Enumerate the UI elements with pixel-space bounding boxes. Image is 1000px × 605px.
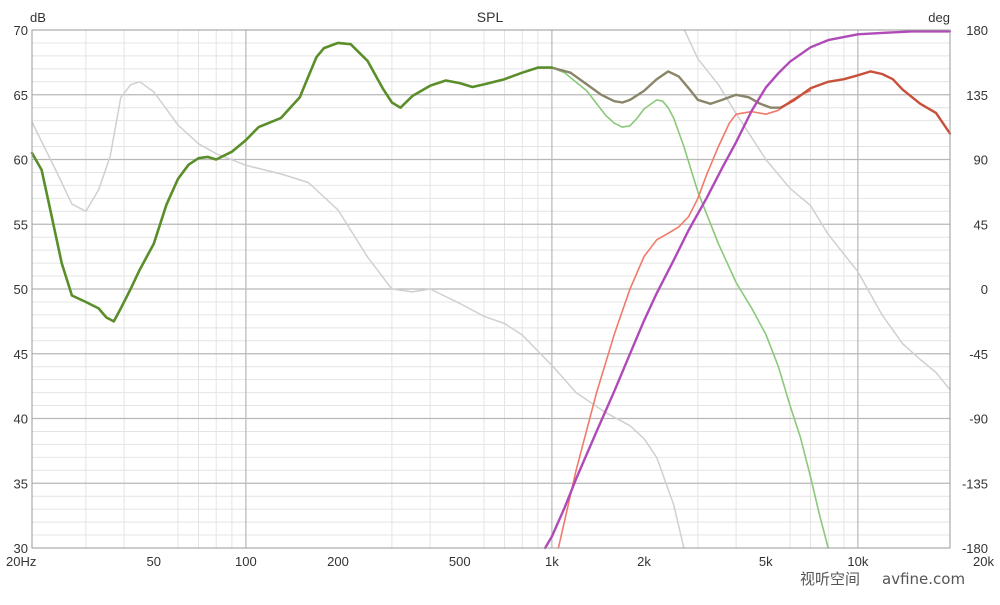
left-axis-unit: dB — [30, 10, 46, 25]
x-tick-label: 500 — [449, 554, 471, 569]
y2-tick-label: 135 — [966, 88, 988, 103]
major-gridlines — [32, 30, 950, 548]
y-tick-label: 35 — [14, 476, 28, 491]
y2-tick-label: -180 — [962, 541, 988, 556]
y-tick-label: 50 — [14, 282, 28, 297]
tick-labels: 70 65 60 55 50 45 40 35 30 180 135 90 45 0 -45 -90 -135 -… — [6, 23, 994, 569]
right-axis-unit: deg — [928, 10, 950, 25]
series-layer — [30, 29, 952, 550]
watermark: 视听空间 avfine.com — [800, 570, 965, 588]
x-tick-label: 200 — [327, 554, 349, 569]
y-tick-label: 40 — [14, 412, 28, 427]
y2-tick-label: -45 — [969, 347, 988, 362]
watermark-site: avfine.com — [882, 570, 965, 588]
x-tick-label: 100 — [235, 554, 257, 569]
y-tick-label: 45 — [14, 347, 28, 362]
x-tick-label: 2k — [637, 554, 651, 569]
y2-tick-label: -135 — [962, 476, 988, 491]
x-tick-label: 20Hz — [6, 554, 36, 569]
y-tick-label: 30 — [14, 541, 28, 556]
y-tick-label: 60 — [14, 153, 28, 168]
y2-tick-label: 90 — [974, 153, 988, 168]
watermark-cn: 视听空间 — [800, 570, 860, 588]
series-line-1-part-1 — [31, 81, 685, 549]
plot-frame — [31, 29, 951, 549]
y-tick-label: 65 — [14, 88, 28, 103]
y2-tick-label: 180 — [966, 23, 988, 38]
y2-tick-label: 0 — [981, 282, 988, 297]
chart-title: SPL — [477, 9, 504, 25]
series-line-2 — [551, 66, 830, 549]
series-line-5 — [779, 70, 952, 135]
y2-tick-label: -90 — [969, 412, 988, 427]
y-tick-label: 55 — [14, 217, 28, 232]
x-tick-label: 1k — [545, 554, 559, 569]
y-tick-label: 70 — [14, 23, 28, 38]
x-tick-label: 10k — [847, 554, 868, 569]
series-line-4 — [550, 66, 782, 109]
x-tick-label: 50 — [147, 554, 161, 569]
series-line-1-part-2 — [683, 29, 951, 391]
series-line-6 — [30, 41, 554, 323]
y2-tick-label: 45 — [974, 217, 988, 232]
series-line-3 — [557, 90, 812, 549]
x-tick-label: 5k — [759, 554, 773, 569]
x-tick-label: 20k — [973, 554, 994, 569]
series-line-7 — [543, 30, 952, 550]
